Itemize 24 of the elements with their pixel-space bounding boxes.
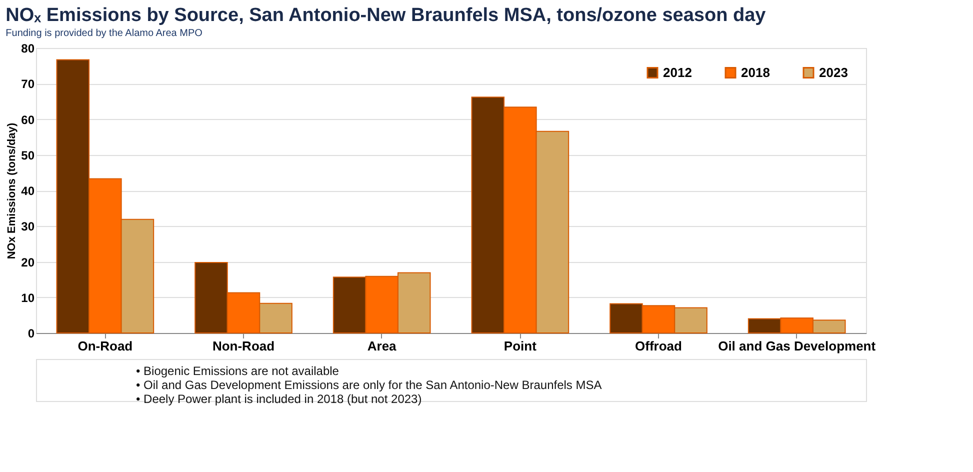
y-tick-label: 0 [28, 326, 35, 340]
text: • Oil and Gas Development Emissions are only for the San Antonio-New Braunfels MSA [136, 378, 602, 392]
text: • Biogenic Emissions are not available [136, 364, 340, 378]
y-tick-label: 10 [21, 290, 35, 305]
y-axis-title: NOx Emissions (tons/day) [6, 122, 18, 260]
x-tick-label: Offroad [635, 338, 682, 354]
y-tick-label: 40 [21, 184, 35, 198]
legend-label: 2023 [819, 64, 848, 80]
x-tick-label: Non-Road [212, 338, 275, 354]
y-tick-label: 20 [21, 255, 35, 270]
text: • Deely Power plant is included in 2018 (but not 2023) [136, 392, 422, 406]
y-tick-label: 70 [21, 77, 35, 92]
y-tick-label: 60 [21, 112, 35, 127]
y-tick-label: 80 [21, 42, 35, 56]
y-tick-label: 50 [21, 148, 35, 162]
legend-label: 2018 [741, 64, 770, 80]
chart-subtitle: Funding is provided by the Alamo Area MPO [6, 28, 203, 39]
x-tick-label: On-Road [78, 338, 133, 354]
x-tick-label: Oil and Gas Development [718, 338, 876, 354]
y-tick-label: 30 [21, 220, 35, 234]
x-tick-label: Point [504, 338, 538, 354]
x-tick-label: Area [367, 338, 398, 354]
chart-title: NOₓ Emissions by Source, San Antonio-New Braunfels MSA, tons/ozone season day [6, 5, 766, 26]
legend-label: 2012 [663, 64, 692, 80]
